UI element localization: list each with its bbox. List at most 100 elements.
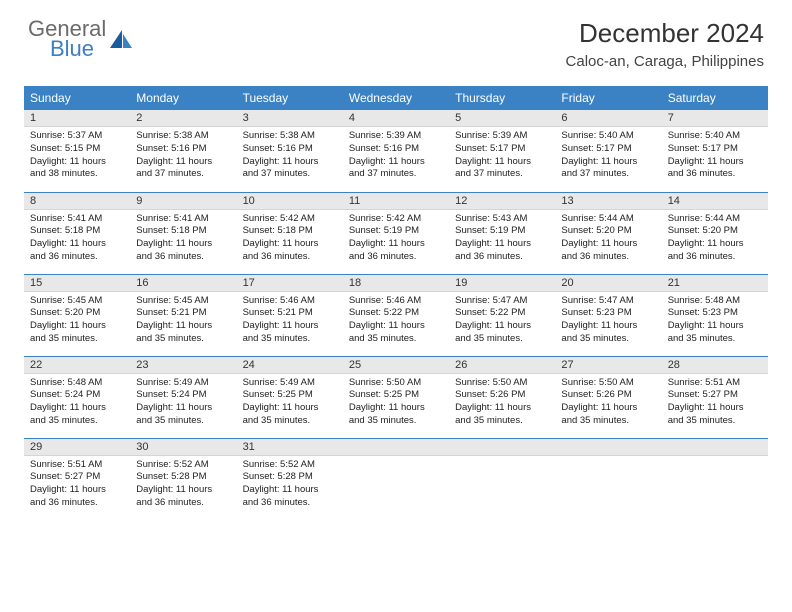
calendar-cell: 17Sunrise: 5:46 AMSunset: 5:21 PMDayligh… (237, 274, 343, 356)
sunrise-line: Sunrise: 5:49 AM (243, 377, 315, 388)
sunrise-line: Sunrise: 5:50 AM (349, 377, 421, 388)
calendar-cell: 11Sunrise: 5:42 AMSunset: 5:19 PMDayligh… (343, 192, 449, 274)
day-content: Sunrise: 5:48 AMSunset: 5:23 PMDaylight:… (662, 292, 768, 350)
day-number: 22 (24, 357, 130, 374)
sunset-line: Sunset: 5:17 PM (561, 143, 631, 154)
sunrise-line: Sunrise: 5:50 AM (455, 377, 527, 388)
sunrise-line: Sunrise: 5:48 AM (30, 377, 102, 388)
day-content: Sunrise: 5:49 AMSunset: 5:24 PMDaylight:… (130, 374, 236, 432)
sunset-line: Sunset: 5:26 PM (561, 389, 631, 400)
sunrise-line: Sunrise: 5:46 AM (349, 295, 421, 306)
daylight-line: Daylight: 11 hours and 35 minutes. (30, 402, 106, 426)
daylight-line: Daylight: 11 hours and 35 minutes. (561, 320, 637, 344)
daylight-line: Daylight: 11 hours and 38 minutes. (30, 156, 106, 180)
sunrise-line: Sunrise: 5:41 AM (30, 213, 102, 224)
sunset-line: Sunset: 5:21 PM (136, 307, 206, 318)
calendar-cell (555, 438, 661, 520)
calendar-cell: 30Sunrise: 5:52 AMSunset: 5:28 PMDayligh… (130, 438, 236, 520)
daylight-line: Daylight: 11 hours and 35 minutes. (668, 320, 744, 344)
calendar-cell: 8Sunrise: 5:41 AMSunset: 5:18 PMDaylight… (24, 192, 130, 274)
sunrise-line: Sunrise: 5:48 AM (668, 295, 740, 306)
calendar-cell: 19Sunrise: 5:47 AMSunset: 5:22 PMDayligh… (449, 274, 555, 356)
calendar-cell: 21Sunrise: 5:48 AMSunset: 5:23 PMDayligh… (662, 274, 768, 356)
day-number-empty (662, 439, 768, 456)
daylight-line: Daylight: 11 hours and 35 minutes. (349, 320, 425, 344)
sunrise-line: Sunrise: 5:46 AM (243, 295, 315, 306)
day-number: 18 (343, 275, 449, 292)
sunset-line: Sunset: 5:19 PM (349, 225, 419, 236)
calendar-table: Sunday Monday Tuesday Wednesday Thursday… (24, 86, 768, 520)
day-number: 9 (130, 193, 236, 210)
sunset-line: Sunset: 5:16 PM (349, 143, 419, 154)
day-content: Sunrise: 5:49 AMSunset: 5:25 PMDaylight:… (237, 374, 343, 432)
sunset-line: Sunset: 5:18 PM (243, 225, 313, 236)
calendar-cell: 4Sunrise: 5:39 AMSunset: 5:16 PMDaylight… (343, 110, 449, 192)
sunset-line: Sunset: 5:22 PM (349, 307, 419, 318)
sunrise-line: Sunrise: 5:51 AM (668, 377, 740, 388)
day-content: Sunrise: 5:51 AMSunset: 5:27 PMDaylight:… (662, 374, 768, 432)
sunset-line: Sunset: 5:17 PM (455, 143, 525, 154)
day-number-empty (555, 439, 661, 456)
day-number: 21 (662, 275, 768, 292)
calendar-row: 8 Sunrise: 5:41 AM Sunset: 5:18 PM Daylight… (24, 192, 768, 274)
day-number: 6 (555, 110, 661, 127)
sunrise-line: Sunrise: 5:45 AM (136, 295, 208, 306)
sunrise-line: Sunrise: 5:40 AM (668, 130, 740, 141)
day-number: 8 (24, 193, 130, 210)
logo-word-blue: Blue (50, 38, 106, 60)
calendar-cell: 22 Sunrise: 5:48 AMSunset: 5:24 PM Dayligh… (24, 356, 130, 438)
daylight-line: Daylight: 11 hours and 36 minutes. (668, 156, 744, 180)
day-number: 7 (662, 110, 768, 127)
day-number: 20 (555, 275, 661, 292)
day-number: 1 (24, 110, 130, 127)
sunset-line: Sunset: 5:20 PM (668, 225, 738, 236)
calendar-cell: 7 Sunrise: 5:40 AM Sunset: 5:17 PM Daylight… (662, 110, 768, 192)
daylight-line: Daylight: 11 hours and 37 minutes. (243, 156, 319, 180)
sunset-line: Sunset: 5:27 PM (668, 389, 738, 400)
daylight-line: Daylight: 11 hours and 36 minutes. (349, 238, 425, 262)
calendar-cell: 23Sunrise: 5:49 AMSunset: 5:24 PMDayligh… (130, 356, 236, 438)
calendar-cell: 13Sunrise: 5:44 AMSunset: 5:20 PMDayligh… (555, 192, 661, 274)
day-content: Sunrise: 5:51 AMSunset: 5:27 PMDaylight:… (24, 456, 130, 514)
sunrise-line: Sunrise: 5:39 AM (455, 130, 527, 141)
day-content: Sunrise: 5:50 AMSunset: 5:26 PMDaylight:… (555, 374, 661, 432)
calendar-cell: 26Sunrise: 5:50 AMSunset: 5:26 PMDayligh… (449, 356, 555, 438)
day-number-empty (449, 439, 555, 456)
location-label: Caloc-an, Caraga, Philippines (566, 53, 764, 70)
day-content: Sunrise: 5:37 AMSunset: 5:15 PMDaylight:… (24, 127, 130, 185)
sunset-line: Sunset: 5:20 PM (561, 225, 631, 236)
daylight-line: Daylight: 11 hours and 36 minutes. (30, 238, 106, 262)
sunrise-line: Sunrise: 5:39 AM (349, 130, 421, 141)
sunset-line: Sunset: 5:17 PM (668, 143, 738, 154)
day-number: 25 (343, 357, 449, 374)
day-number: 31 (237, 439, 343, 456)
day-number: 3 (237, 110, 343, 127)
logo: General Blue (28, 18, 134, 60)
day-number: 17 (237, 275, 343, 292)
sunset-line: Sunset: 5:24 PM (30, 389, 100, 400)
day-content: Sunrise: 5:39 AMSunset: 5:16 PMDaylight:… (343, 127, 449, 185)
sunrise-line: Sunrise: 5:52 AM (243, 459, 315, 470)
day-number: 5 (449, 110, 555, 127)
calendar-cell: 16Sunrise: 5:45 AMSunset: 5:21 PMDayligh… (130, 274, 236, 356)
sunset-line: Sunset: 5:23 PM (561, 307, 631, 318)
month-title: December 2024 (566, 18, 764, 49)
day-content: Sunrise: 5:43 AMSunset: 5:19 PMDaylight:… (449, 210, 555, 268)
daylight-line: Daylight: 11 hours and 35 minutes. (136, 320, 212, 344)
day-content: Sunrise: 5:46 AMSunset: 5:21 PMDaylight:… (237, 292, 343, 350)
day-content: Sunrise: 5:38 AMSunset: 5:16 PMDaylight:… (237, 127, 343, 185)
sunrise-line: Sunrise: 5:43 AM (455, 213, 527, 224)
day-number: 14 (662, 193, 768, 210)
day-content: Sunrise: 5:42 AMSunset: 5:19 PMDaylight:… (343, 210, 449, 268)
sunrise-line: Sunrise: 5:47 AM (561, 295, 633, 306)
calendar-cell: 29Sunrise: 5:51 AMSunset: 5:27 PMDayligh… (24, 438, 130, 520)
weekday-header: Sunday (24, 86, 130, 110)
sunrise-line: Sunrise: 5:52 AM (136, 459, 208, 470)
day-content: Sunrise: 5:44 AMSunset: 5:20 PMDaylight:… (555, 210, 661, 268)
sunrise-line: Sunrise: 5:40 AM (561, 130, 633, 141)
sunset-line: Sunset: 5:21 PM (243, 307, 313, 318)
calendar-cell: 25Sunrise: 5:50 AMSunset: 5:25 PMDayligh… (343, 356, 449, 438)
weekday-header: Wednesday (343, 86, 449, 110)
calendar-cell: 15Sunrise: 5:45 AMSunset: 5:20 PMDayligh… (24, 274, 130, 356)
daylight-line: Daylight: 11 hours and 36 minutes. (136, 238, 212, 262)
